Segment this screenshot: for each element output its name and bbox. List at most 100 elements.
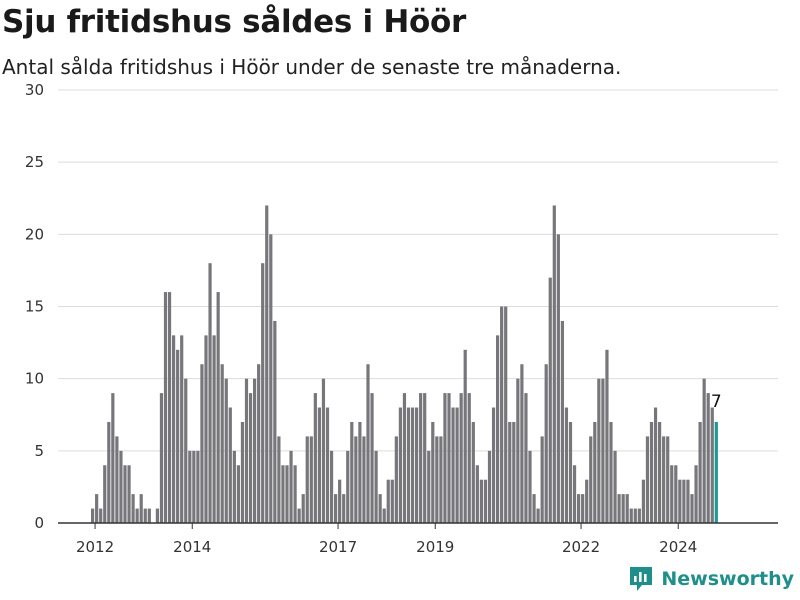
bar: [524, 393, 528, 523]
bar: [601, 378, 605, 523]
bar: [346, 450, 350, 523]
bar: [232, 450, 236, 523]
bar: [163, 292, 168, 523]
bar: [200, 364, 204, 523]
bar: [520, 364, 524, 523]
bar: [91, 508, 95, 523]
bar: [107, 421, 111, 523]
bar: [297, 508, 301, 523]
bar: [159, 393, 164, 523]
bar: [512, 421, 516, 523]
bar: [127, 465, 131, 523]
bar: [338, 479, 342, 523]
bar: [176, 349, 180, 523]
bar: [277, 436, 281, 523]
y-tick-label: 15: [25, 298, 44, 316]
bar: [698, 421, 702, 523]
bar: [653, 407, 658, 523]
bar: [552, 205, 556, 523]
y-tick-label: 0: [34, 514, 44, 532]
bar: [172, 335, 176, 523]
bar: [139, 494, 143, 523]
y-tick-label: 20: [25, 225, 44, 243]
bar: [431, 421, 435, 523]
bar: [325, 407, 330, 523]
bar: [682, 479, 686, 523]
bar: [248, 393, 253, 523]
bar: [504, 306, 508, 523]
bar: [224, 378, 228, 523]
bar: [609, 421, 613, 523]
bar: [568, 421, 573, 523]
bar: [253, 378, 257, 523]
x-tick-label: 2017: [319, 538, 357, 556]
bar: [455, 407, 459, 523]
chart-subtitle: Antal sålda fritidshus i Höör under de s…: [2, 55, 622, 79]
bar: [641, 479, 645, 523]
bar: [143, 508, 147, 523]
bar: [423, 393, 427, 523]
bar: [471, 421, 475, 523]
x-tick-label: 2019: [416, 538, 454, 556]
bar: [645, 436, 650, 523]
chart-title: Sju fritidshus såldes i Höör: [2, 4, 466, 40]
bar: [317, 407, 321, 523]
bar: [419, 393, 423, 523]
bar: [556, 234, 560, 523]
bar: [581, 494, 585, 523]
bar: [354, 436, 358, 523]
bar: [196, 450, 200, 523]
bar: [577, 494, 581, 523]
bar: [390, 479, 394, 523]
bar: [467, 393, 471, 523]
bar: [147, 508, 151, 523]
bar: [366, 364, 370, 523]
bar: [103, 465, 107, 523]
bar-latest: [714, 421, 718, 523]
bar: [621, 494, 625, 523]
annotations: 7: [711, 392, 722, 412]
bar: [192, 450, 196, 523]
bar: [236, 465, 240, 523]
bar: [301, 494, 305, 523]
bar: [670, 465, 674, 523]
bar: [491, 407, 496, 523]
bar: [99, 508, 103, 523]
bar: [686, 479, 690, 523]
bar: [617, 494, 621, 523]
bar: [135, 508, 139, 523]
bar: [184, 378, 188, 523]
bar: [269, 234, 273, 523]
bar: [305, 436, 309, 523]
bar: [678, 479, 682, 523]
bar: [447, 393, 451, 523]
bar: [350, 421, 354, 523]
bar: [220, 364, 224, 523]
bar: [589, 436, 593, 523]
bar: [674, 465, 678, 523]
bar: [666, 436, 670, 523]
bar: [115, 436, 119, 523]
x-tick-label: 2012: [76, 538, 114, 556]
bar: [706, 393, 710, 523]
y-tick-label: 30: [25, 81, 44, 99]
bar: [540, 436, 544, 523]
bar: [406, 407, 411, 523]
newsworthy-logo[interactable]: Newsworthy: [629, 566, 794, 592]
bar: [536, 508, 540, 523]
x-axis: 2012 2014 2017 2019 2022 2024: [58, 522, 778, 556]
bar: [358, 421, 362, 523]
brand-name: Newsworthy: [661, 568, 794, 590]
bar: [370, 393, 374, 523]
bar: [180, 335, 184, 523]
bar: [265, 205, 269, 523]
bar: [662, 436, 666, 523]
bar: [374, 450, 378, 523]
x-tick-label: 2014: [173, 538, 211, 556]
bar: [443, 393, 447, 523]
bar: [386, 479, 390, 523]
bar: [261, 263, 265, 523]
bar: [710, 407, 714, 523]
bar: [321, 378, 326, 523]
